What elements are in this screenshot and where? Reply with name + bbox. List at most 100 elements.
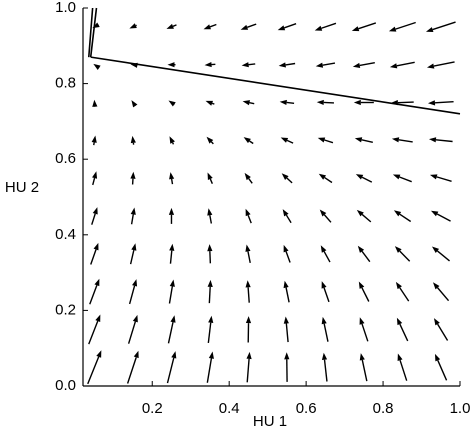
x-tick-label: 0.8 bbox=[373, 400, 394, 417]
arrow bbox=[359, 353, 368, 382]
arrow bbox=[167, 315, 176, 344]
arrow-shaft bbox=[168, 286, 174, 304]
arrow-head bbox=[318, 173, 327, 180]
arrow bbox=[126, 350, 139, 384]
arrow-shaft bbox=[395, 21, 416, 30]
arrow-head bbox=[130, 62, 138, 68]
arrow bbox=[244, 172, 253, 184]
arrow-shaft bbox=[89, 285, 98, 305]
arrow-head bbox=[425, 27, 434, 33]
arrow bbox=[166, 23, 177, 29]
arrow bbox=[278, 62, 296, 68]
arrow-shaft bbox=[359, 62, 375, 67]
arrow-shaft bbox=[436, 323, 449, 341]
arrow bbox=[321, 316, 329, 342]
arrow-head bbox=[396, 317, 403, 326]
arrow bbox=[245, 280, 251, 303]
arrow bbox=[395, 281, 410, 302]
y-tick-label: 0.8 bbox=[55, 75, 76, 92]
arrow-shaft bbox=[397, 101, 414, 104]
arrow bbox=[243, 137, 254, 145]
arrow bbox=[87, 350, 102, 385]
arrow-shaft bbox=[286, 139, 294, 144]
arrow-shaft bbox=[87, 356, 100, 385]
arrow bbox=[168, 279, 175, 304]
arrow-head bbox=[91, 135, 97, 143]
arrow-shaft bbox=[285, 62, 296, 66]
arrow-shaft bbox=[361, 213, 372, 223]
arrow bbox=[206, 136, 214, 145]
arrow-shaft bbox=[211, 102, 215, 105]
x-tick-label: 0.2 bbox=[142, 400, 163, 417]
arrow-head bbox=[314, 25, 323, 31]
arrow-head bbox=[353, 99, 361, 106]
arrow-head bbox=[245, 208, 251, 217]
arrow-shaft bbox=[324, 139, 334, 144]
arrow-shaft bbox=[166, 357, 175, 384]
arrow-head bbox=[356, 209, 364, 217]
arrow bbox=[397, 353, 408, 381]
arrow-shaft bbox=[399, 287, 410, 302]
y-axis-label: HU 2 bbox=[5, 179, 39, 196]
arrow-head bbox=[355, 174, 364, 180]
arrow-shaft bbox=[88, 320, 99, 345]
arrow bbox=[206, 351, 214, 383]
arrow-head bbox=[357, 245, 365, 253]
y-tick-label: 0.6 bbox=[55, 150, 76, 167]
arrow bbox=[321, 281, 330, 303]
arrow bbox=[317, 137, 334, 144]
arrow bbox=[130, 171, 136, 185]
arrow-head bbox=[243, 137, 251, 144]
curve bbox=[89, 7, 98, 58]
arrow bbox=[359, 317, 369, 342]
arrow-head bbox=[359, 317, 365, 325]
arrow-shaft bbox=[286, 101, 295, 104]
arrow-head bbox=[279, 99, 287, 106]
arrow-shaft bbox=[321, 22, 337, 29]
arrow-head bbox=[284, 352, 290, 360]
arrow-shaft bbox=[210, 141, 214, 145]
arrow-head bbox=[168, 207, 175, 215]
arrow-head bbox=[388, 26, 397, 32]
arrow-shaft bbox=[129, 249, 135, 265]
arrow bbox=[394, 246, 411, 262]
arrow-head bbox=[352, 62, 361, 69]
arrow bbox=[169, 172, 175, 185]
x-tick-label: 0.4 bbox=[219, 400, 240, 417]
arrow-head bbox=[397, 353, 403, 361]
arrow-head bbox=[167, 62, 175, 68]
arrow-head bbox=[358, 281, 365, 289]
arrow bbox=[392, 174, 412, 183]
arrow-head bbox=[170, 315, 176, 323]
arrow-head bbox=[208, 351, 214, 359]
arrow-shaft bbox=[361, 323, 369, 342]
arrow-head bbox=[283, 244, 289, 253]
arrow bbox=[319, 209, 332, 223]
arrow-head bbox=[389, 63, 398, 69]
arrow-head bbox=[427, 100, 436, 106]
arrow-shaft bbox=[206, 358, 213, 383]
y-tick-label: 0.2 bbox=[55, 301, 76, 318]
x-tick-label: 1.0 bbox=[450, 400, 471, 417]
arrow-shaft bbox=[434, 101, 454, 104]
arrow-head bbox=[204, 61, 212, 68]
arrow-shaft bbox=[323, 251, 331, 263]
arrow bbox=[207, 172, 213, 184]
y-tick-label: 0.4 bbox=[55, 226, 76, 243]
arrow-shaft bbox=[285, 251, 291, 263]
arrow-shaft bbox=[284, 23, 297, 29]
arrow bbox=[427, 100, 454, 106]
arrow bbox=[315, 62, 336, 68]
arrow bbox=[390, 100, 414, 106]
arrow-shaft bbox=[247, 287, 250, 303]
arrow bbox=[282, 209, 292, 224]
arrow-head bbox=[283, 280, 289, 289]
arrow bbox=[204, 61, 216, 68]
arrow-shaft bbox=[358, 22, 377, 30]
arrow-head bbox=[207, 208, 213, 216]
arrow-head bbox=[92, 207, 98, 215]
arrow-head bbox=[321, 281, 327, 289]
x-tick-label: 0.6 bbox=[296, 400, 317, 417]
arrow-shaft bbox=[248, 178, 253, 184]
